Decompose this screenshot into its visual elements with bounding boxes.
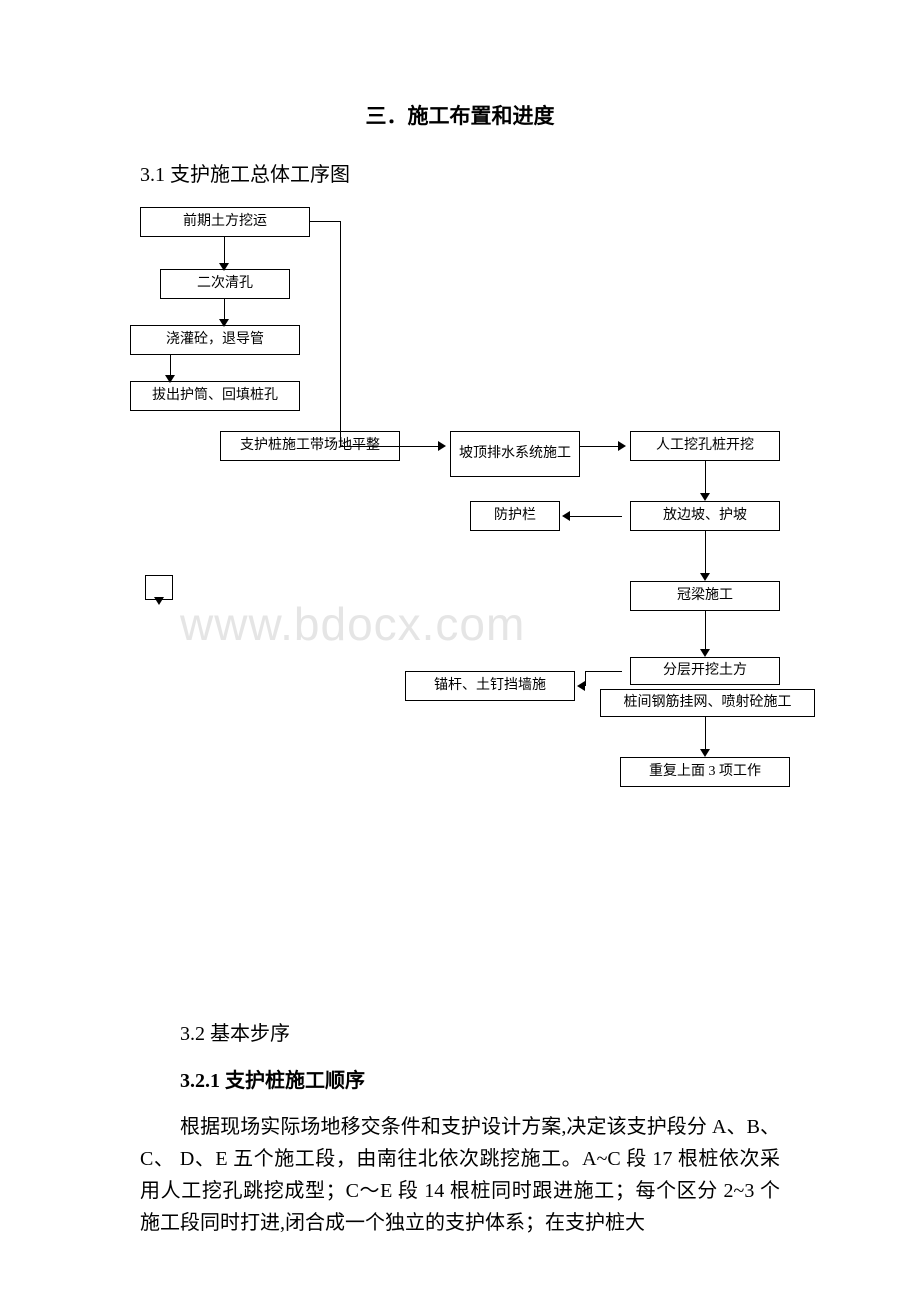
subheading-3-2: 3.2 基本步序 xyxy=(140,1017,780,1046)
flowchart-node: 前期土方挖运 xyxy=(140,207,310,237)
flowchart-edge xyxy=(705,717,706,751)
watermark: www.bdocx.com xyxy=(180,597,525,651)
flowchart: www.bdocx.com 前期土方挖运二次清孔浇灌砼，退导管拔出护筒、回填桩孔… xyxy=(130,207,810,857)
arrow-head-icon xyxy=(700,493,710,501)
subheading-3-2-1: 3.2.1 支护桩施工顺序 xyxy=(140,1064,780,1093)
arrow-head-icon xyxy=(154,597,164,605)
arrow-head-icon xyxy=(219,319,229,327)
arrow-head-icon xyxy=(165,375,175,383)
flowchart-node: 浇灌砼，退导管 xyxy=(130,325,300,355)
flowchart-edge xyxy=(585,671,622,672)
body-paragraph: 根据现场实际场地移交条件和支护设计方案,决定该支护段分 A、B、C、 D、E 五… xyxy=(140,1111,780,1239)
flowchart-edge xyxy=(310,221,340,222)
flowchart-node: 放边坡、护坡 xyxy=(630,501,780,531)
flowchart-edge xyxy=(585,671,586,686)
flowchart-node: 坡顶排水系统施工 xyxy=(450,431,580,477)
flowchart-edge xyxy=(340,221,341,446)
arrow-head-icon xyxy=(700,749,710,757)
flowchart-edge xyxy=(705,531,706,575)
arrow-head-icon xyxy=(219,263,229,271)
flowchart-edge xyxy=(705,611,706,651)
section-title: 三．施工布置和进度 xyxy=(140,100,780,130)
flowchart-edge xyxy=(170,355,171,377)
arrow-head-icon xyxy=(562,511,570,521)
flowchart-node: 桩间钢筋挂网、喷射砼施工 xyxy=(600,689,815,717)
arrow-head-icon xyxy=(438,441,446,451)
flowchart-edge xyxy=(705,461,706,495)
flowchart-edge xyxy=(580,446,620,447)
flowchart-node: 锚杆、土钉挡墙施 xyxy=(405,671,575,701)
flowchart-node: 冠梁施工 xyxy=(630,581,780,611)
flowchart-edge xyxy=(224,299,225,321)
flowchart-node: 拔出护筒、回填桩孔 xyxy=(130,381,300,411)
flowchart-edge xyxy=(340,446,440,447)
flowchart-node: 重复上面 3 项工作 xyxy=(620,757,790,787)
subheading-3-1: 3.1 支护施工总体工序图 xyxy=(140,158,780,187)
flowchart-edge xyxy=(570,516,622,517)
arrow-head-icon xyxy=(618,441,626,451)
arrow-head-icon xyxy=(577,681,585,691)
flowchart-node: 二次清孔 xyxy=(160,269,290,299)
flowchart-node: 人工挖孔桩开挖 xyxy=(630,431,780,461)
paragraph-text: 根据现场实际场地移交条件和支护设计方案,决定该支护段分 A、B、C、 D、E 五… xyxy=(140,1111,780,1239)
flowchart-node: 防护栏 xyxy=(470,501,560,531)
arrow-head-icon xyxy=(700,649,710,657)
arrow-head-icon xyxy=(700,573,710,581)
flowchart-node: 分层开挖土方 xyxy=(630,657,780,685)
flowchart-edge xyxy=(224,237,225,265)
